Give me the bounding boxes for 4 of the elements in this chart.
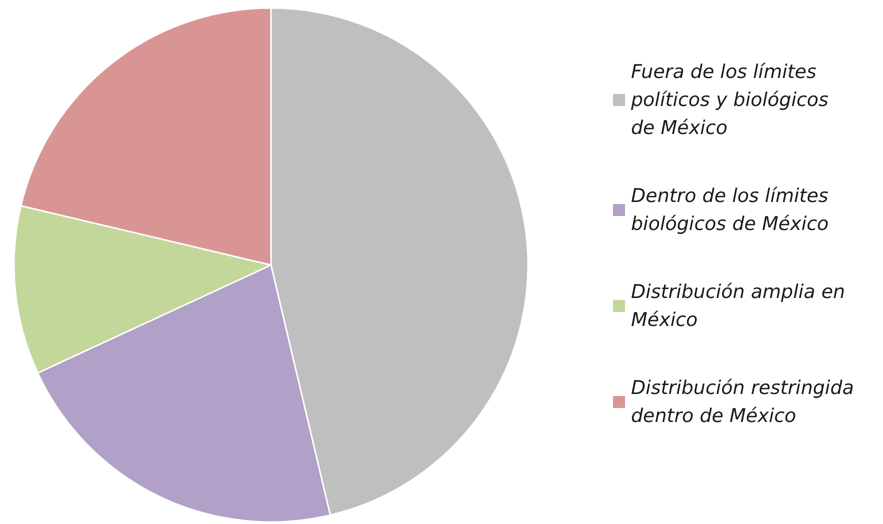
legend-label: Distribución amplia en México bbox=[631, 281, 852, 331]
legend-label: Dentro de los límites biológicos de México bbox=[631, 185, 834, 235]
legend-label: Distribución restringida dentro de México bbox=[631, 377, 860, 427]
legend-label: Fuera de los límites políticos y biológicos de México bbox=[630, 61, 834, 139]
